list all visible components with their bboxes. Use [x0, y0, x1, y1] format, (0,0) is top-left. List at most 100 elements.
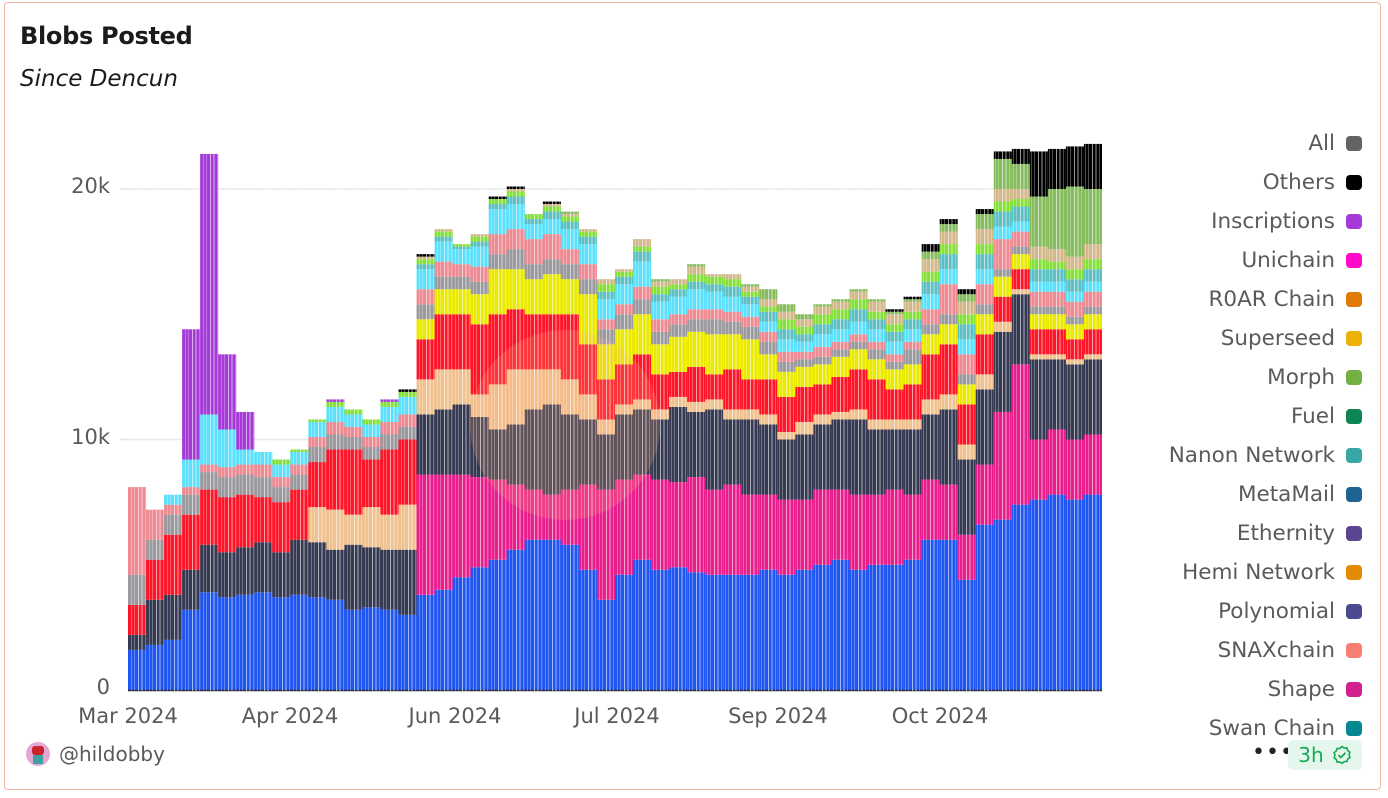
bar-segment-series-10[interactable]: [993, 201, 1012, 212]
bar-stack-2024-11-03[interactable]: [975, 209, 994, 690]
bar-segment-series-11[interactable]: [1047, 249, 1066, 262]
bar-segment-series-4[interactable]: [128, 604, 147, 635]
bar-segment-series-10[interactable]: [560, 216, 579, 222]
bar-segment-series-8[interactable]: [452, 249, 471, 265]
bar-segment-series-7[interactable]: [560, 249, 579, 265]
bar-segment-series-2[interactable]: [272, 552, 291, 598]
bar-segment-series-2[interactable]: [524, 409, 543, 490]
bar-segment-others[interactable]: [921, 244, 940, 252]
bar-segment-series-0[interactable]: [903, 559, 922, 690]
bar-segment-series-3[interactable]: [434, 369, 453, 410]
bar-segment-others[interactable]: [885, 309, 904, 312]
bar-segment-series-6[interactable]: [488, 254, 507, 270]
bar-segment-series-6[interactable]: [795, 359, 814, 367]
bar-segment-series-5[interactable]: [921, 334, 940, 355]
bar-segment-series-5[interactable]: [723, 334, 742, 370]
bar-segment-morph[interactable]: [795, 314, 814, 320]
bar-segment-series-2[interactable]: [362, 547, 381, 608]
bar-stack-2024-10-19[interactable]: [921, 244, 940, 690]
bar-segment-series-4[interactable]: [1065, 339, 1084, 360]
bar-segment-series-9[interactable]: [993, 211, 1012, 227]
bar-segment-series-2[interactable]: [615, 414, 634, 480]
bar-segment-series-10[interactable]: [1011, 199, 1030, 207]
bar-segment-series-3[interactable]: [1065, 359, 1084, 365]
bar-segment-series-8[interactable]: [741, 304, 760, 317]
bar-segment-series-4[interactable]: [939, 344, 958, 395]
bar-segment-series-6[interactable]: [182, 494, 201, 515]
bar-segment-series-2[interactable]: [236, 547, 255, 595]
bar-segment-series-1[interactable]: [1047, 429, 1066, 495]
bar-segment-series-8[interactable]: [795, 341, 814, 352]
bar-segment-series-11[interactable]: [1029, 246, 1048, 260]
bar-segment-series-9[interactable]: [1065, 279, 1084, 292]
bar-segment-series-7[interactable]: [651, 319, 670, 332]
bar-segment-series-4[interactable]: [164, 534, 183, 595]
bar-segment-series-2[interactable]: [254, 542, 273, 593]
bar-segment-series-8[interactable]: [1047, 281, 1066, 292]
bar-segment-series-10[interactable]: [488, 199, 507, 205]
bar-segment-series-5[interactable]: [687, 331, 706, 367]
bar-segment-morph[interactable]: [885, 311, 904, 315]
bar-segment-series-5[interactable]: [831, 356, 850, 377]
bar-segment-series-3[interactable]: [741, 409, 760, 420]
bar-stack-2024-11-23[interactable]: [1047, 148, 1066, 690]
bar-segment-series-4[interactable]: [921, 354, 940, 400]
bar-segment-series-10[interactable]: [362, 419, 381, 425]
bar-segment-series-10[interactable]: [939, 244, 958, 255]
bar-segment-series-0[interactable]: [813, 564, 832, 690]
bar-segment-series-5[interactable]: [1065, 324, 1084, 340]
bar-segment-series-8[interactable]: [380, 406, 399, 422]
bar-segment-series-8[interactable]: [542, 219, 561, 235]
bar-stack-2024-09-29[interactable]: [849, 289, 868, 690]
bar-segment-series-1[interactable]: [1029, 439, 1048, 500]
bar-segment-series-2[interactable]: [1029, 359, 1048, 440]
bar-segment-series-3[interactable]: [939, 394, 958, 410]
bar-segment-series-11[interactable]: [867, 301, 886, 312]
bar-segment-series-0[interactable]: [615, 574, 634, 690]
bar-segment-series-2[interactable]: [560, 414, 579, 490]
bar-segment-series-10[interactable]: [705, 276, 724, 285]
bar-segment-series-2[interactable]: [1011, 294, 1030, 365]
bar-segment-series-8[interactable]: [524, 224, 543, 240]
bar-stack-2024-07-01[interactable]: [524, 214, 543, 690]
bar-segment-series-2[interactable]: [344, 544, 363, 610]
bar-segment-series-10[interactable]: [885, 324, 904, 332]
bar-segment-series-5[interactable]: [470, 294, 489, 325]
bar-segment-series-0[interactable]: [344, 609, 363, 690]
bar-segment-series-6[interactable]: [1047, 306, 1066, 315]
bar-segment-series-7[interactable]: [813, 346, 832, 357]
bar-segment-series-6[interactable]: [380, 434, 399, 450]
bar-segment-morph[interactable]: [759, 289, 778, 300]
bar-segment-others[interactable]: [957, 289, 976, 295]
bar-segment-series-4[interactable]: [452, 314, 471, 370]
bar-segment-series-10[interactable]: [524, 214, 543, 220]
bar-segment-series-7[interactable]: [1029, 291, 1048, 307]
bar-segment-series-9[interactable]: [470, 241, 489, 247]
bar-segment-series-5[interactable]: [705, 334, 724, 375]
bar-segment-series-10[interactable]: [741, 291, 760, 297]
bar-segment-series-6[interactable]: [723, 321, 742, 335]
bar-segment-series-10[interactable]: [542, 206, 561, 212]
bar-segment-series-1[interactable]: [921, 479, 940, 540]
bar-segment-series-3[interactable]: [470, 394, 489, 417]
bar-segment-series-10[interactable]: [669, 284, 688, 290]
bar-segment-series-4[interactable]: [398, 439, 417, 505]
bar-segment-series-4[interactable]: [326, 449, 345, 510]
bar-segment-series-0[interactable]: [957, 579, 976, 690]
bar-segment-series-8[interactable]: [1029, 281, 1048, 292]
bar-stack-2024-11-13[interactable]: [1011, 148, 1030, 690]
bar-segment-series-3[interactable]: [759, 414, 778, 425]
bar-segment-series-3[interactable]: [326, 509, 345, 550]
bar-segment-series-6[interactable]: [615, 314, 634, 330]
bar-segment-inscriptions[interactable]: [236, 411, 255, 450]
bar-segment-series-6[interactable]: [506, 249, 525, 270]
bar-stack-2024-04-02[interactable]: [200, 153, 219, 690]
bar-segment-series-6[interactable]: [578, 279, 597, 295]
bar-segment-series-10[interactable]: [380, 401, 399, 407]
bar-segment-series-1[interactable]: [524, 489, 543, 540]
bar-segment-series-7[interactable]: [705, 309, 724, 320]
bar-segment-series-4[interactable]: [1029, 329, 1048, 355]
bar-segment-series-0[interactable]: [723, 574, 742, 690]
bar-segment-morph[interactable]: [957, 294, 976, 302]
bar-segment-others[interactable]: [506, 186, 525, 189]
